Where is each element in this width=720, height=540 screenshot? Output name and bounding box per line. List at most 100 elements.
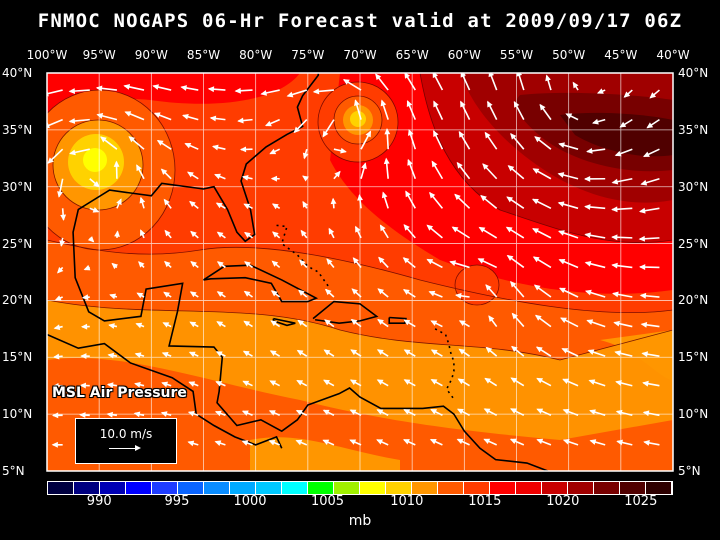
wind-arrow [80,353,90,360]
wind-arrow [403,439,416,446]
wind-arrow [153,112,172,121]
lat-label: 35°N [678,122,709,137]
wind-arrow [113,160,120,179]
wind-arrow [619,118,633,128]
wind-arrow [639,264,660,271]
wind-arrow [642,410,660,417]
wind-arrow [270,320,281,328]
wind-arrow [111,262,119,270]
wind-arrow [136,164,145,180]
wind-arrow [135,322,145,329]
wind-arrow [214,410,226,417]
wind-arrow [404,73,416,91]
wind-arrow [430,349,443,357]
wind-arrow [209,115,226,122]
wind-arrow [407,158,417,180]
wind-arrow [184,142,199,150]
wind-arrow [123,84,145,91]
wind-arrow [216,291,226,298]
wind-arrow [349,409,362,416]
wind-arrow [506,196,525,209]
wind-arrow [241,410,253,417]
colorbar-tick-label: 1015 [468,494,502,509]
lat-label: 25°N [678,236,709,251]
lat-label: 35°N [2,122,33,137]
wind-arrow [484,377,498,387]
wind-arrow [589,439,606,446]
wind-arrow [350,349,362,357]
wind-arrow [243,290,253,298]
colorbar-swatch [360,482,385,494]
wind-arrow [124,111,145,121]
wind-arrow [330,197,337,209]
wind-arrow [456,161,471,180]
wind-arrow [510,133,525,150]
wind-arrow [349,439,362,446]
wind-arrow [614,148,633,157]
wind-arrow [268,439,280,446]
wind-arrow [57,178,64,198]
wind-arrow [350,318,362,328]
wind-arrow [584,260,606,269]
wind-arrow [299,259,308,269]
colorbar-swatch [594,482,619,494]
wind-arrow [163,291,172,298]
wind-arrow [562,408,579,417]
lon-label: 60°W [447,48,481,62]
wind-arrow [639,292,660,299]
wind-arrow [403,379,416,387]
wind-arrow [426,258,443,269]
wind-arrow [485,284,498,298]
wind-arrow [164,229,172,239]
lon-label: 50°W [552,48,586,62]
wind-arrow [384,128,391,150]
lon-label: 95°W [82,48,116,62]
wind-arrow [584,232,606,239]
wind-arrow [513,100,525,120]
wind-arrow [638,207,660,214]
wind-arrow [237,117,253,124]
map-title: FNMOC NOGAPS 06-Hr Forecast valid at 200… [37,10,683,32]
wind-arrow [216,261,226,269]
wind-arrow [376,409,389,416]
wind-arrow [457,408,470,416]
lon-label: 70°W [343,48,377,62]
wind-arrow [312,88,334,95]
wind-arrow [511,312,525,328]
coastline-cuba [203,264,319,303]
wind-arrow [293,119,308,134]
wind-arrow [53,324,63,331]
wind-vectors [47,73,660,448]
wind-arrow [376,439,389,446]
wind-arrow [333,147,347,154]
wind-arrow [323,379,335,387]
wind-arrow [241,440,253,446]
wind-arrow [586,148,606,154]
wind-arrow [484,131,498,150]
wind-arrow [164,260,172,269]
wind-arrow [534,136,552,150]
wind-arrow [533,284,552,298]
colorbar-swatch [282,482,307,494]
wind-arrow [241,174,253,181]
wind-arrow [565,113,579,121]
wind-arrow [138,261,145,269]
wind-arrow [190,230,199,239]
wind-arrow [642,380,660,387]
lon-label: 45°W [604,48,638,62]
wind-arrow [162,322,172,328]
wind-arrow [536,377,552,387]
wind-arrow [426,224,443,239]
colorbar-tick-label: 995 [164,494,190,509]
colorbar-swatch [334,482,359,494]
lon-label: 85°W [186,48,221,62]
wind-arrow [270,290,281,298]
wind-arrow [611,206,633,213]
wind-arrow [243,203,253,210]
wind-arrow [328,227,335,239]
wind-arrow [216,321,226,328]
wind-arrow [454,193,471,209]
wind-arrow [487,100,498,120]
wind-arrow [376,379,389,387]
wind-arrow [323,349,335,357]
